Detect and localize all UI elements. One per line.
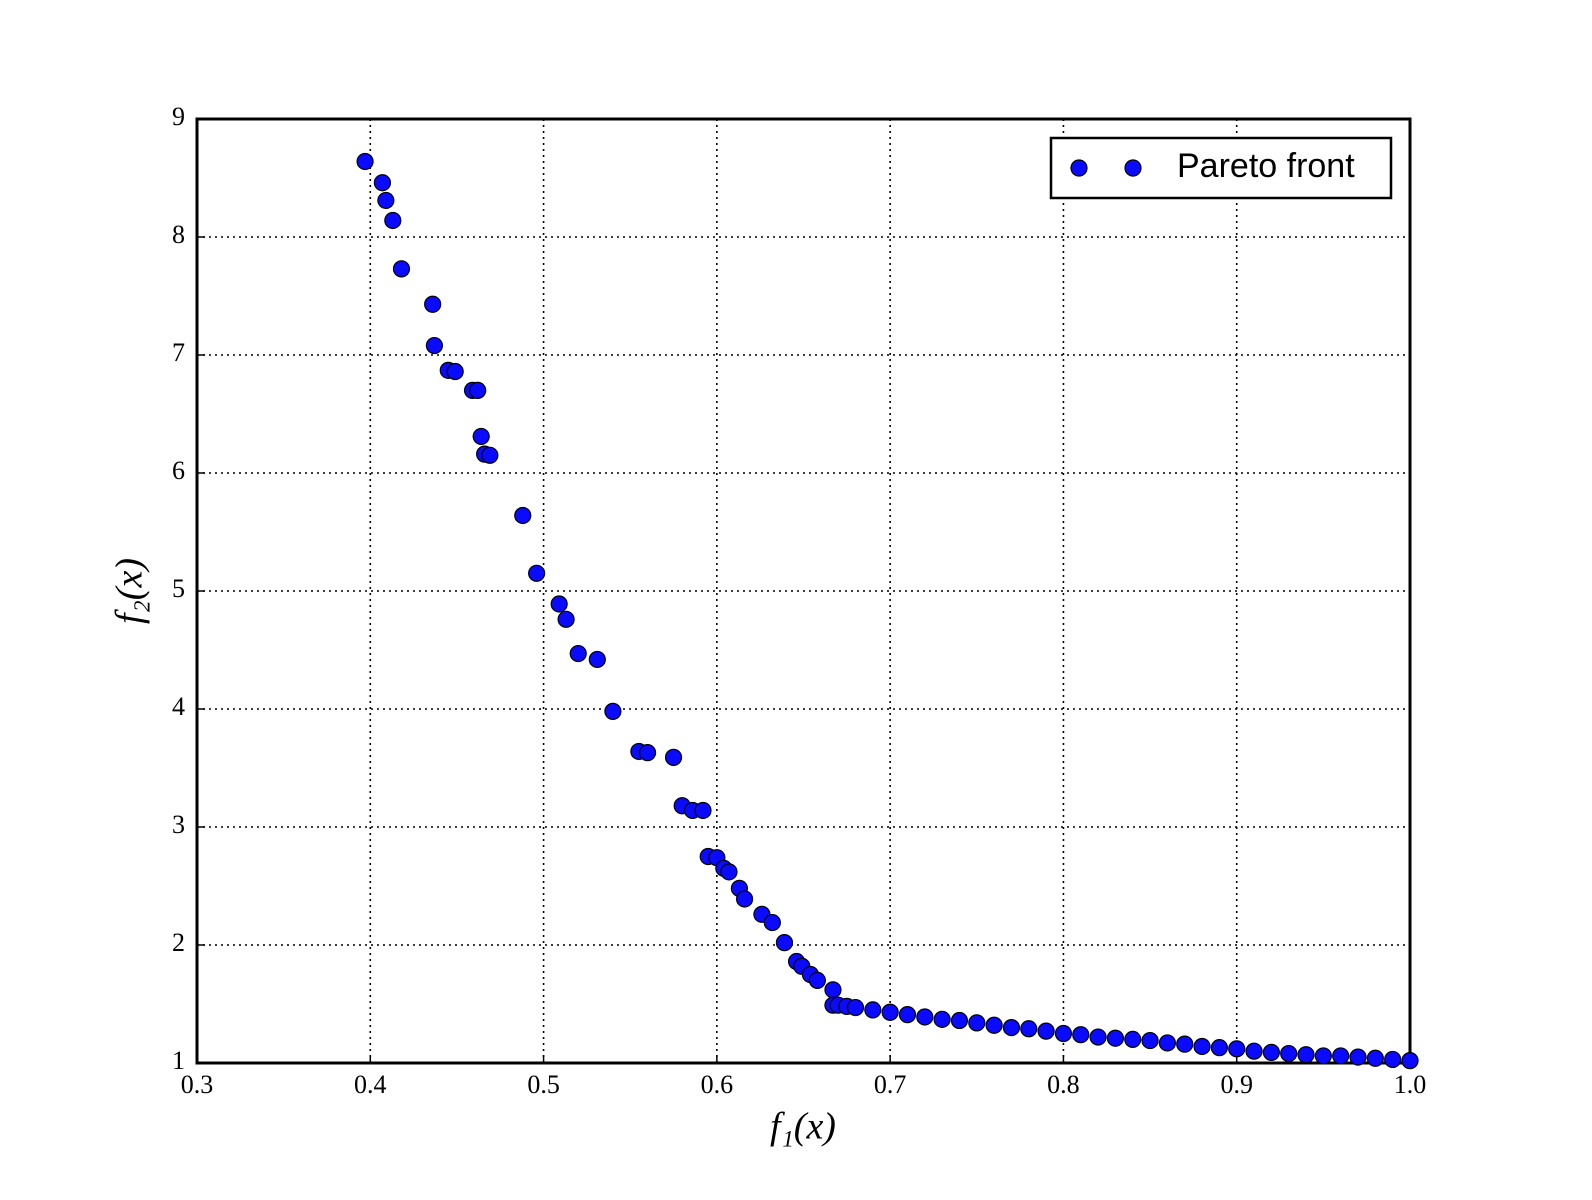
point bbox=[557, 610, 575, 628]
point bbox=[1106, 1029, 1125, 1047]
y-tick-label: 3 bbox=[172, 810, 185, 839]
point bbox=[424, 295, 442, 313]
point bbox=[425, 336, 444, 355]
x-tick-label: 0.3 bbox=[181, 1070, 214, 1099]
y-tick-label: 9 bbox=[172, 102, 185, 131]
point bbox=[1314, 1047, 1332, 1065]
point bbox=[446, 362, 464, 381]
point bbox=[588, 650, 606, 669]
x-tick-label: 1.0 bbox=[1394, 1070, 1427, 1099]
point bbox=[985, 1016, 1003, 1034]
x-tick-label: 0.9 bbox=[1220, 1070, 1253, 1099]
point bbox=[864, 1001, 882, 1019]
point bbox=[1262, 1043, 1280, 1061]
legend-marker bbox=[1070, 159, 1088, 177]
legend-marker bbox=[1124, 159, 1142, 177]
x-tick-label: 0.6 bbox=[701, 1070, 734, 1099]
point bbox=[881, 1003, 899, 1021]
point bbox=[1280, 1044, 1298, 1063]
point bbox=[1020, 1020, 1038, 1038]
point bbox=[1366, 1049, 1384, 1067]
point bbox=[1297, 1046, 1315, 1064]
point bbox=[528, 564, 546, 582]
point bbox=[1141, 1031, 1159, 1050]
y-tick-label: 4 bbox=[172, 692, 185, 721]
point bbox=[775, 934, 794, 952]
y-tick-label: 2 bbox=[172, 928, 185, 957]
point bbox=[824, 981, 842, 999]
point bbox=[1158, 1034, 1177, 1052]
x-axis-label: f₁(x) bbox=[770, 1106, 836, 1148]
point bbox=[472, 427, 490, 446]
point bbox=[1228, 1040, 1246, 1058]
y-tick-label: 7 bbox=[172, 338, 185, 367]
x-tick-label: 0.7 bbox=[874, 1070, 907, 1099]
point bbox=[1332, 1047, 1350, 1065]
point bbox=[469, 381, 487, 399]
point bbox=[604, 702, 622, 720]
point bbox=[514, 506, 532, 525]
point bbox=[720, 863, 738, 881]
point bbox=[1176, 1035, 1194, 1053]
x-tick-label: 0.4 bbox=[354, 1070, 387, 1099]
point bbox=[1210, 1039, 1228, 1057]
point bbox=[933, 1010, 951, 1028]
point bbox=[735, 890, 754, 908]
point bbox=[377, 191, 395, 210]
point bbox=[569, 644, 587, 663]
point bbox=[898, 1006, 917, 1024]
y-axis-label: f₂(x) bbox=[109, 558, 151, 624]
legend-box bbox=[1049, 136, 1393, 200]
point bbox=[1054, 1024, 1073, 1043]
point bbox=[384, 211, 402, 230]
point bbox=[550, 595, 568, 613]
point bbox=[694, 801, 712, 820]
point bbox=[392, 260, 411, 278]
point bbox=[373, 174, 392, 192]
point bbox=[763, 913, 781, 932]
point bbox=[1401, 1052, 1419, 1070]
point bbox=[950, 1011, 969, 1030]
point bbox=[1245, 1042, 1263, 1060]
point bbox=[1193, 1037, 1211, 1056]
x-tick-label: 0.5 bbox=[527, 1070, 560, 1099]
plot-frame bbox=[195, 117, 1412, 1065]
point bbox=[1089, 1028, 1107, 1046]
point bbox=[846, 998, 865, 1017]
legend-label: Pareto front bbox=[1177, 147, 1355, 185]
y-tick-label: 5 bbox=[172, 574, 185, 603]
y-tick-label: 1 bbox=[172, 1046, 185, 1075]
point bbox=[1002, 1018, 1021, 1037]
x-tick-label: 0.8 bbox=[1047, 1070, 1080, 1099]
point bbox=[1037, 1022, 1055, 1040]
point bbox=[916, 1008, 934, 1026]
point bbox=[664, 748, 683, 766]
point bbox=[968, 1014, 986, 1032]
point bbox=[1072, 1026, 1090, 1044]
y-tick-label: 8 bbox=[172, 220, 185, 249]
point bbox=[1349, 1048, 1367, 1066]
point bbox=[481, 446, 499, 464]
point bbox=[1124, 1030, 1142, 1049]
point bbox=[356, 152, 374, 171]
point bbox=[1384, 1050, 1402, 1069]
point bbox=[808, 971, 826, 990]
y-tick-label: 6 bbox=[172, 456, 185, 485]
point bbox=[638, 744, 657, 762]
